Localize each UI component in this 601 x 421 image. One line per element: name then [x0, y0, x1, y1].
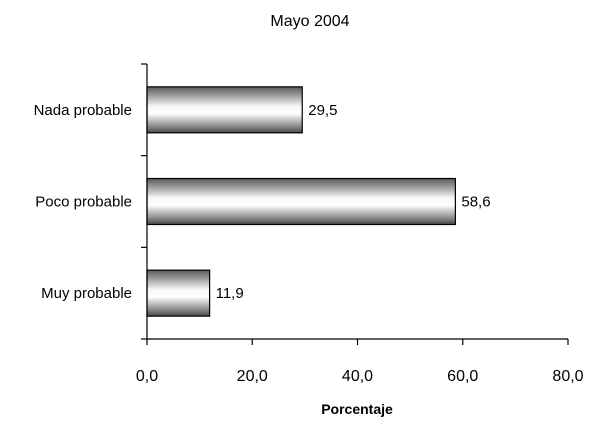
x-ticks-group: 0,0 20,0 40,0 60,0 80,0	[136, 339, 584, 385]
category-label-nada-probable: Nada probable	[34, 102, 132, 119]
x-tick-label: 40,0	[342, 368, 373, 385]
category-labels-group: Nada probable Poco probable Muy probable	[34, 102, 132, 302]
data-label-nada-probable: 29,5	[308, 102, 337, 119]
category-label-muy-probable: Muy probable	[41, 285, 132, 302]
bar-poco-probable	[146, 177, 456, 226]
x-tick-label: 60,0	[447, 368, 478, 385]
x-axis-title: Porcentaje	[321, 401, 393, 417]
x-tick-label: 80,0	[552, 368, 583, 385]
bars-group: 29,5 58,6 11,9	[146, 86, 491, 317]
chart-title: Mayo 2004	[270, 13, 349, 30]
data-label-muy-probable: 11,9	[216, 285, 244, 302]
category-label-poco-probable: Poco probable	[35, 194, 132, 211]
x-tick-label: 20,0	[237, 368, 268, 385]
bar-nada-probable	[146, 86, 303, 134]
y-ticks-group	[141, 63, 147, 340]
data-label-poco-probable: 58,6	[461, 194, 490, 211]
x-tick-label: 0,0	[136, 368, 158, 385]
bar-muy-probable	[146, 269, 211, 317]
